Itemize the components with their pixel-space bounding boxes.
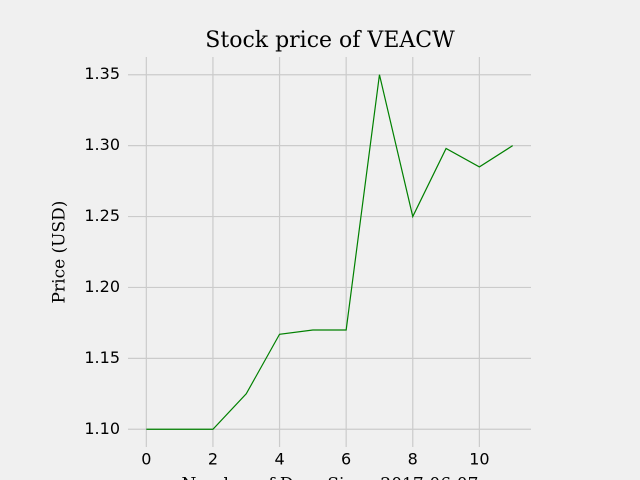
y-tick-label: 1.20 [84, 277, 120, 296]
y-tick-label: 1.30 [84, 135, 120, 154]
y-axis-label: Price (USD) [50, 201, 70, 304]
x-tick-label: 4 [274, 450, 284, 469]
x-tick-label: 10 [469, 450, 489, 469]
x-tick-label: 6 [341, 450, 351, 469]
y-tick-label: 1.15 [84, 348, 120, 367]
y-tick-label: 1.10 [84, 419, 120, 438]
x-tick-label: 8 [408, 450, 418, 469]
y-tick-label: 1.35 [84, 64, 120, 83]
chart-title: Stock price of VEACW [205, 28, 455, 53]
y-tick-label: 1.25 [84, 206, 120, 225]
line [146, 74, 514, 430]
x-tick-label: 0 [141, 450, 151, 469]
x-tick-label: 2 [208, 450, 218, 469]
x-axis-label: Number of Days Since 2017-06-07 [182, 475, 479, 480]
